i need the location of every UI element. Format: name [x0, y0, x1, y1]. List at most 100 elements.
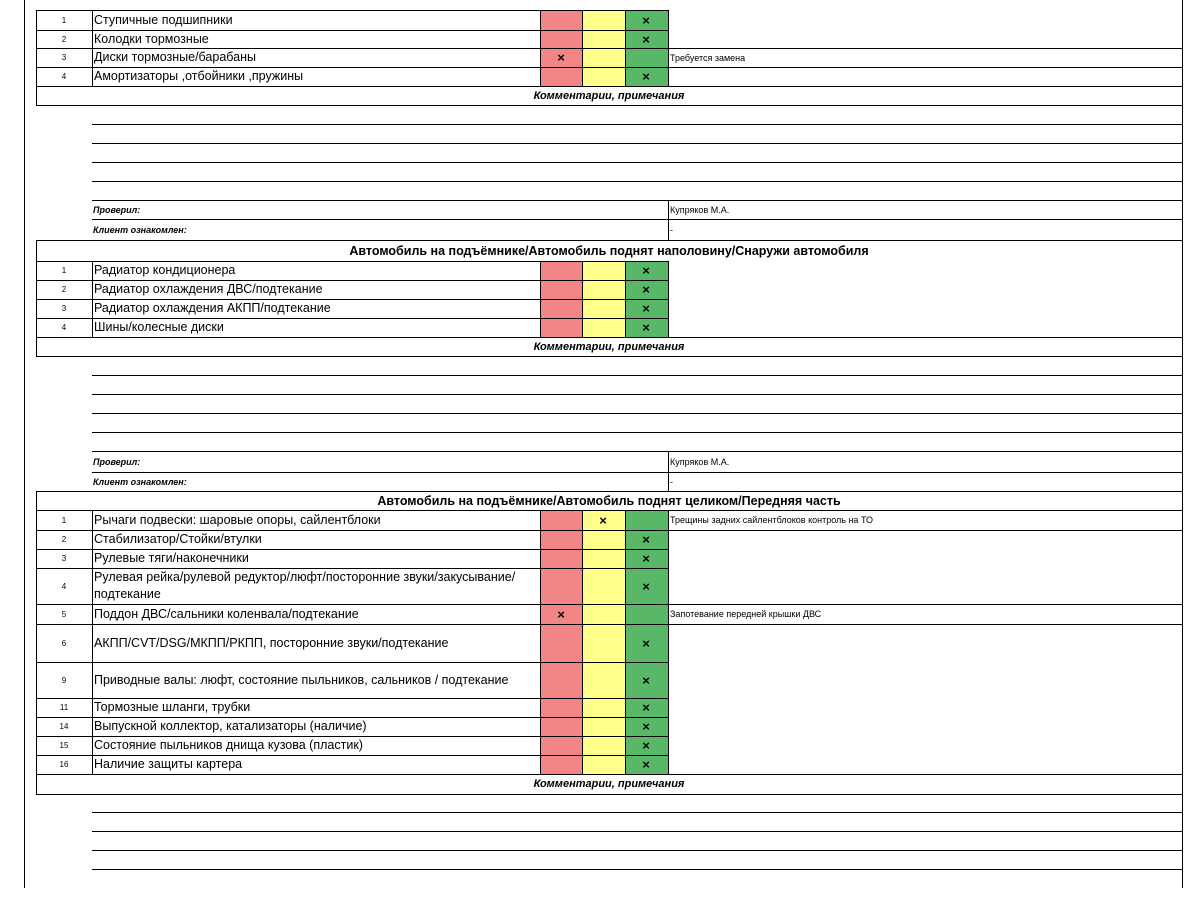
grid-line-horizontal [36, 624, 668, 625]
status-cell-green[interactable] [625, 530, 668, 549]
status-cell-red[interactable] [540, 624, 582, 662]
status-cell-red[interactable] [540, 261, 582, 280]
status-mark-green[interactable]: × [642, 635, 650, 651]
status-cell-yellow[interactable] [582, 662, 625, 698]
status-mark-green[interactable]: × [642, 282, 650, 297]
status-cell-yellow[interactable] [582, 530, 625, 549]
status-cell-red[interactable] [540, 48, 582, 67]
status-cell-green[interactable] [625, 299, 668, 318]
status-mark-green[interactable]: × [642, 263, 650, 278]
grid-line-horizontal [36, 491, 1182, 492]
status-cell-yellow[interactable] [582, 755, 625, 774]
status-cell-red[interactable] [540, 755, 582, 774]
grid-line-vertical [92, 549, 93, 568]
status-cell-green[interactable] [625, 736, 668, 755]
status-cell-red[interactable] [540, 717, 582, 736]
grid-line-vertical [540, 10, 541, 30]
grid-line-vertical [625, 30, 626, 48]
status-cell-red[interactable] [540, 604, 582, 624]
status-cell-red[interactable] [540, 698, 582, 717]
grid-line-horizontal [668, 530, 1182, 531]
status-cell-red[interactable] [540, 549, 582, 568]
status-cell-yellow[interactable] [582, 67, 625, 86]
status-mark-green[interactable]: × [642, 532, 650, 547]
status-cell-green[interactable] [625, 67, 668, 86]
status-mark-green[interactable]: × [642, 719, 650, 734]
checked-by-value[interactable]: Купряков М.А. [670, 456, 730, 467]
check-item-name: Рулевая рейка/рулевой редуктор/люфт/пост… [94, 570, 516, 601]
grid-line-vertical [540, 67, 541, 86]
grid-line-vertical [540, 698, 541, 717]
status-mark-green[interactable]: × [642, 12, 650, 28]
status-cell-yellow[interactable] [582, 10, 625, 30]
status-mark-green[interactable]: × [642, 551, 650, 566]
status-mark-green[interactable]: × [642, 738, 650, 753]
status-cell-red[interactable] [540, 530, 582, 549]
status-mark-green[interactable]: × [642, 69, 650, 84]
status-cell-red[interactable] [540, 299, 582, 318]
grid-line-horizontal [36, 794, 1182, 795]
status-cell-yellow[interactable] [582, 717, 625, 736]
grid-line-vertical [92, 318, 93, 337]
status-cell-yellow[interactable] [582, 698, 625, 717]
status-cell-green[interactable] [625, 698, 668, 717]
status-cell-yellow[interactable] [582, 568, 625, 604]
status-mark-red[interactable]: × [557, 50, 565, 65]
status-cell-green[interactable] [625, 10, 668, 30]
status-cell-red[interactable] [540, 568, 582, 604]
status-cell-yellow[interactable] [582, 299, 625, 318]
status-cell-red[interactable] [540, 510, 582, 530]
row-comment[interactable]: Запотевание передней крышки ДВС [670, 609, 822, 619]
status-cell-green[interactable] [625, 755, 668, 774]
status-cell-red[interactable] [540, 662, 582, 698]
status-cell-yellow[interactable] [582, 604, 625, 624]
status-cell-yellow[interactable] [582, 280, 625, 299]
comment-line [92, 181, 1182, 182]
status-mark-yellow[interactable]: × [599, 512, 607, 528]
status-cell-yellow[interactable] [582, 549, 625, 568]
status-cell-green[interactable] [625, 549, 668, 568]
status-mark-green[interactable]: × [642, 578, 650, 594]
status-mark-green[interactable]: × [642, 700, 650, 715]
status-cell-green[interactable] [625, 717, 668, 736]
status-mark-red[interactable]: × [557, 606, 565, 622]
row-comment[interactable]: Трещины задних сайлентблоков контроль на… [670, 515, 874, 525]
status-cell-red[interactable] [540, 280, 582, 299]
status-cell-green[interactable] [625, 30, 668, 48]
status-cell-yellow[interactable] [582, 624, 625, 662]
grid-line-vertical [668, 67, 669, 86]
status-cell-green[interactable] [625, 318, 668, 337]
status-cell-red[interactable] [540, 736, 582, 755]
status-cell-green[interactable] [625, 280, 668, 299]
client-acknowledged-value[interactable]: - [670, 476, 673, 487]
status-mark-green[interactable]: × [642, 320, 650, 335]
status-cell-green[interactable] [625, 568, 668, 604]
status-mark-green[interactable]: × [642, 301, 650, 316]
status-cell-yellow[interactable] [582, 30, 625, 48]
status-cell-yellow[interactable] [582, 510, 625, 530]
status-mark-green[interactable]: × [642, 672, 650, 688]
status-cell-green[interactable] [625, 662, 668, 698]
row-number: 3 [61, 53, 67, 62]
checked-by-value[interactable]: Купряков М.А. [670, 204, 730, 215]
status-mark-green[interactable]: × [642, 757, 650, 772]
client-acknowledged-value[interactable]: - [670, 224, 673, 235]
status-cell-yellow[interactable] [582, 318, 625, 337]
grid-line-vertical [625, 549, 626, 568]
status-cell-green[interactable] [625, 261, 668, 280]
status-cell-green[interactable] [625, 510, 668, 530]
row-comment[interactable]: Требуется замена [670, 52, 746, 63]
status-cell-red[interactable] [540, 67, 582, 86]
grid-line-vertical [92, 698, 93, 717]
status-cell-red[interactable] [540, 10, 582, 30]
grid-line-vertical [36, 736, 37, 755]
status-cell-red[interactable] [540, 318, 582, 337]
status-cell-yellow[interactable] [582, 48, 625, 67]
status-mark-green[interactable]: × [642, 31, 650, 47]
status-cell-yellow[interactable] [582, 261, 625, 280]
status-cell-yellow[interactable] [582, 736, 625, 755]
status-cell-red[interactable] [540, 30, 582, 48]
status-cell-green[interactable] [625, 604, 668, 624]
status-cell-green[interactable] [625, 624, 668, 662]
status-cell-green[interactable] [625, 48, 668, 67]
